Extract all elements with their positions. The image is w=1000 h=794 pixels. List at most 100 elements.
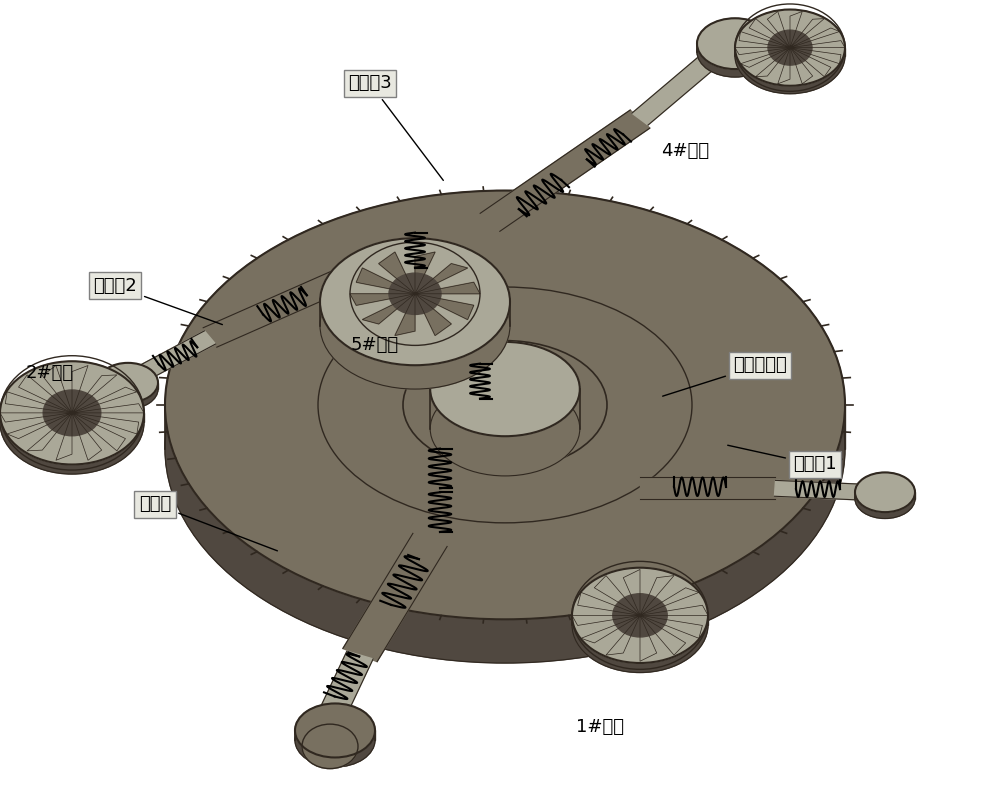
Ellipse shape — [572, 568, 708, 663]
Polygon shape — [42, 365, 72, 413]
Polygon shape — [790, 18, 824, 48]
Polygon shape — [0, 413, 144, 422]
Polygon shape — [697, 44, 773, 52]
Polygon shape — [735, 48, 845, 56]
Polygon shape — [578, 592, 640, 615]
Polygon shape — [72, 365, 88, 413]
Polygon shape — [606, 615, 640, 655]
Circle shape — [43, 390, 101, 436]
Polygon shape — [134, 331, 216, 381]
Polygon shape — [790, 48, 813, 84]
Polygon shape — [415, 282, 480, 294]
Circle shape — [302, 724, 358, 769]
Polygon shape — [774, 480, 866, 500]
Polygon shape — [594, 576, 640, 615]
Circle shape — [389, 273, 441, 314]
Polygon shape — [350, 294, 415, 306]
Polygon shape — [0, 413, 72, 422]
Polygon shape — [395, 294, 415, 336]
Ellipse shape — [572, 577, 708, 673]
Polygon shape — [430, 389, 580, 429]
Polygon shape — [98, 383, 158, 389]
Polygon shape — [19, 375, 72, 413]
Polygon shape — [165, 405, 845, 449]
Polygon shape — [640, 605, 708, 615]
Ellipse shape — [735, 10, 845, 86]
Ellipse shape — [430, 382, 580, 476]
Text: 4#浡轮: 4#浡轮 — [661, 142, 709, 160]
Polygon shape — [72, 387, 137, 413]
Polygon shape — [379, 252, 415, 294]
Polygon shape — [790, 28, 840, 48]
Circle shape — [768, 30, 812, 65]
Ellipse shape — [697, 26, 773, 77]
Polygon shape — [855, 492, 915, 499]
Polygon shape — [790, 48, 831, 77]
Polygon shape — [640, 615, 702, 638]
Polygon shape — [295, 730, 375, 740]
Polygon shape — [317, 651, 373, 723]
Ellipse shape — [98, 369, 158, 409]
Ellipse shape — [320, 238, 510, 365]
Ellipse shape — [98, 363, 158, 403]
Polygon shape — [740, 48, 790, 67]
Text: 输出獧2: 输出獧2 — [93, 277, 222, 325]
Polygon shape — [572, 615, 640, 626]
Text: 2#浡轮: 2#浡轮 — [26, 364, 74, 382]
Ellipse shape — [735, 17, 845, 94]
Polygon shape — [7, 413, 72, 438]
Polygon shape — [767, 11, 790, 48]
Ellipse shape — [855, 479, 915, 518]
Polygon shape — [623, 569, 640, 615]
Polygon shape — [572, 615, 708, 625]
Polygon shape — [640, 615, 657, 661]
Text: 输出獧3: 输出獧3 — [348, 75, 443, 180]
Polygon shape — [415, 264, 468, 294]
Ellipse shape — [320, 262, 510, 389]
Text: 输入轴: 输入轴 — [139, 495, 277, 551]
Text: 输出獧1: 输出獧1 — [728, 445, 837, 473]
Polygon shape — [756, 48, 790, 77]
Polygon shape — [640, 588, 699, 615]
Polygon shape — [5, 391, 72, 413]
Ellipse shape — [165, 234, 845, 663]
Polygon shape — [356, 268, 415, 294]
Polygon shape — [480, 110, 650, 231]
Polygon shape — [72, 403, 144, 413]
Polygon shape — [640, 576, 674, 615]
Polygon shape — [203, 268, 352, 347]
Polygon shape — [72, 413, 125, 451]
Polygon shape — [362, 294, 415, 324]
Text: 5#浡轮: 5#浡轮 — [351, 337, 399, 354]
Polygon shape — [790, 40, 845, 48]
Polygon shape — [320, 302, 510, 326]
Ellipse shape — [295, 703, 375, 757]
Polygon shape — [415, 252, 435, 294]
Ellipse shape — [165, 191, 845, 619]
Polygon shape — [581, 615, 640, 643]
Polygon shape — [790, 48, 841, 64]
Polygon shape — [790, 11, 802, 48]
Ellipse shape — [697, 18, 773, 69]
Ellipse shape — [855, 472, 915, 512]
Polygon shape — [343, 534, 447, 661]
Ellipse shape — [430, 342, 580, 436]
Polygon shape — [640, 477, 775, 499]
Polygon shape — [640, 615, 686, 655]
Polygon shape — [778, 48, 790, 84]
Circle shape — [613, 594, 667, 637]
Text: 中间传动轴: 中间传动轴 — [663, 357, 787, 396]
Ellipse shape — [0, 361, 144, 464]
Polygon shape — [72, 413, 102, 461]
Polygon shape — [415, 294, 451, 336]
Polygon shape — [739, 32, 790, 48]
Polygon shape — [415, 294, 474, 319]
Polygon shape — [72, 375, 117, 413]
Ellipse shape — [0, 371, 144, 474]
Polygon shape — [632, 49, 723, 125]
Text: 1#浡轮: 1#浡轮 — [576, 718, 624, 735]
Polygon shape — [735, 48, 790, 55]
Polygon shape — [56, 413, 72, 461]
Polygon shape — [749, 18, 790, 48]
Polygon shape — [72, 413, 139, 434]
